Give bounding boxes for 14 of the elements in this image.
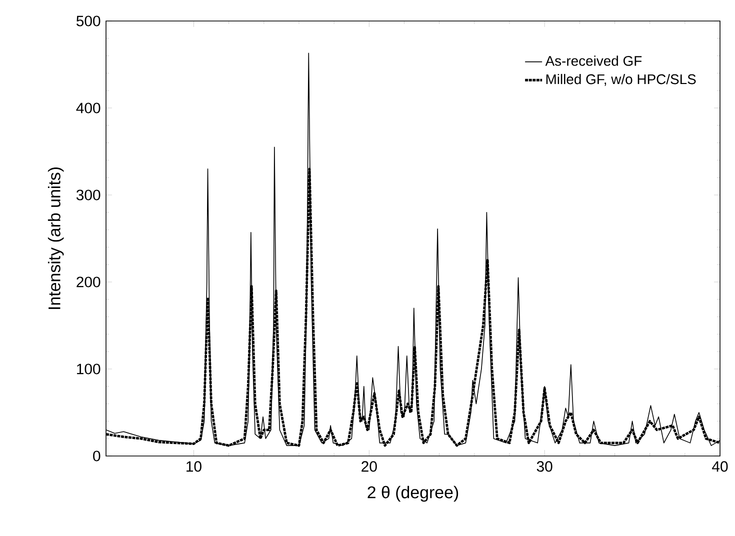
x-tick-label: 20 [362, 461, 377, 472]
y-tick-label: 500 [76, 16, 100, 26]
x-axis-title: 2 θ (degree) [368, 486, 458, 502]
y-tick-label: 100 [77, 364, 100, 374]
x-tick-label: 40 [712, 461, 728, 472]
x-tick-label: 10 [186, 461, 202, 472]
y-tick-label: 300 [76, 190, 100, 200]
y-tick-label: 200 [76, 276, 100, 288]
y-axis-title: Intensity (arb units) [48, 168, 64, 309]
y-tick-label: 0 [93, 450, 100, 462]
legend-label: As-received GF [545, 56, 642, 66]
y-tick-label: 400 [76, 102, 100, 114]
legend-label: Milled GF, w/o HPC/SLS [546, 74, 696, 86]
x-tick-label: 30 [536, 461, 552, 472]
